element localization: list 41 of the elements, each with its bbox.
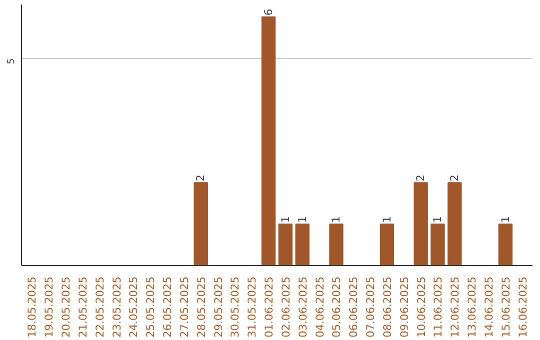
x-tick-label: 22.05.2025 bbox=[93, 276, 106, 338]
x-tick-label: 24.05.2025 bbox=[127, 276, 140, 338]
x-tick-label: 03.06.2025 bbox=[296, 276, 310, 338]
x-tick-label: 09.06.2025 bbox=[398, 276, 411, 338]
data-label: 1 bbox=[498, 216, 512, 223]
x-tick-label: 31.05.2025 bbox=[246, 276, 259, 338]
x-tick-label: 20.05.2025 bbox=[59, 276, 72, 338]
data-label: 2 bbox=[194, 174, 208, 182]
y-tick-label: 5 bbox=[6, 58, 17, 64]
x-tick-label: 13.06.2025 bbox=[466, 276, 479, 338]
x-tick-label: 06.06.2025 bbox=[347, 276, 360, 338]
x-tick-label: 08.06.2025 bbox=[380, 276, 394, 338]
data-label: 2 bbox=[414, 174, 428, 182]
data-label: 1 bbox=[296, 216, 309, 223]
x-tick-label: 14.06.2025 bbox=[482, 276, 496, 338]
x-tick-label: 26.05.2025 bbox=[161, 276, 174, 338]
x-tick-label: 07.06.2025 bbox=[364, 276, 378, 338]
x-tick-label: 15.06.2025 bbox=[499, 276, 512, 338]
x-tick-label: 29.05.2025 bbox=[212, 276, 225, 338]
data-label: 2 bbox=[448, 174, 462, 182]
x-tick-label: 30.05.2025 bbox=[228, 276, 242, 338]
x-tick-label: 27.05.2025 bbox=[178, 276, 191, 338]
x-tick-label: 01.06.2025 bbox=[262, 276, 276, 338]
x-tick-label: 11.06.2025 bbox=[432, 276, 445, 338]
x-tick-label: 23.05.2025 bbox=[110, 276, 124, 338]
x-tick-label: 02.06.2025 bbox=[279, 276, 292, 338]
data-label: 1 bbox=[380, 216, 394, 223]
x-tick-label: 05.06.2025 bbox=[330, 276, 344, 338]
x-tick-label: 18.05.2025 bbox=[26, 276, 39, 338]
x-tick-label: 25.05.2025 bbox=[144, 276, 158, 338]
x-tick-label: 19.05.2025 bbox=[42, 276, 56, 338]
data-label: 1 bbox=[278, 216, 292, 223]
x-tick-label: 21.05.2025 bbox=[76, 276, 90, 338]
x-tick-label: 04.06.2025 bbox=[313, 276, 326, 338]
x-tick-label: 16.06.2025 bbox=[516, 276, 530, 338]
data-label: 1 bbox=[330, 216, 343, 223]
data-label: 6 bbox=[262, 8, 275, 16]
x-tick-label: 28.05.2025 bbox=[194, 276, 208, 338]
data-label: 1 bbox=[431, 216, 444, 223]
x-tick-label: 10.06.2025 bbox=[414, 276, 428, 338]
x-tick-label: 12.06.2025 bbox=[448, 276, 462, 338]
